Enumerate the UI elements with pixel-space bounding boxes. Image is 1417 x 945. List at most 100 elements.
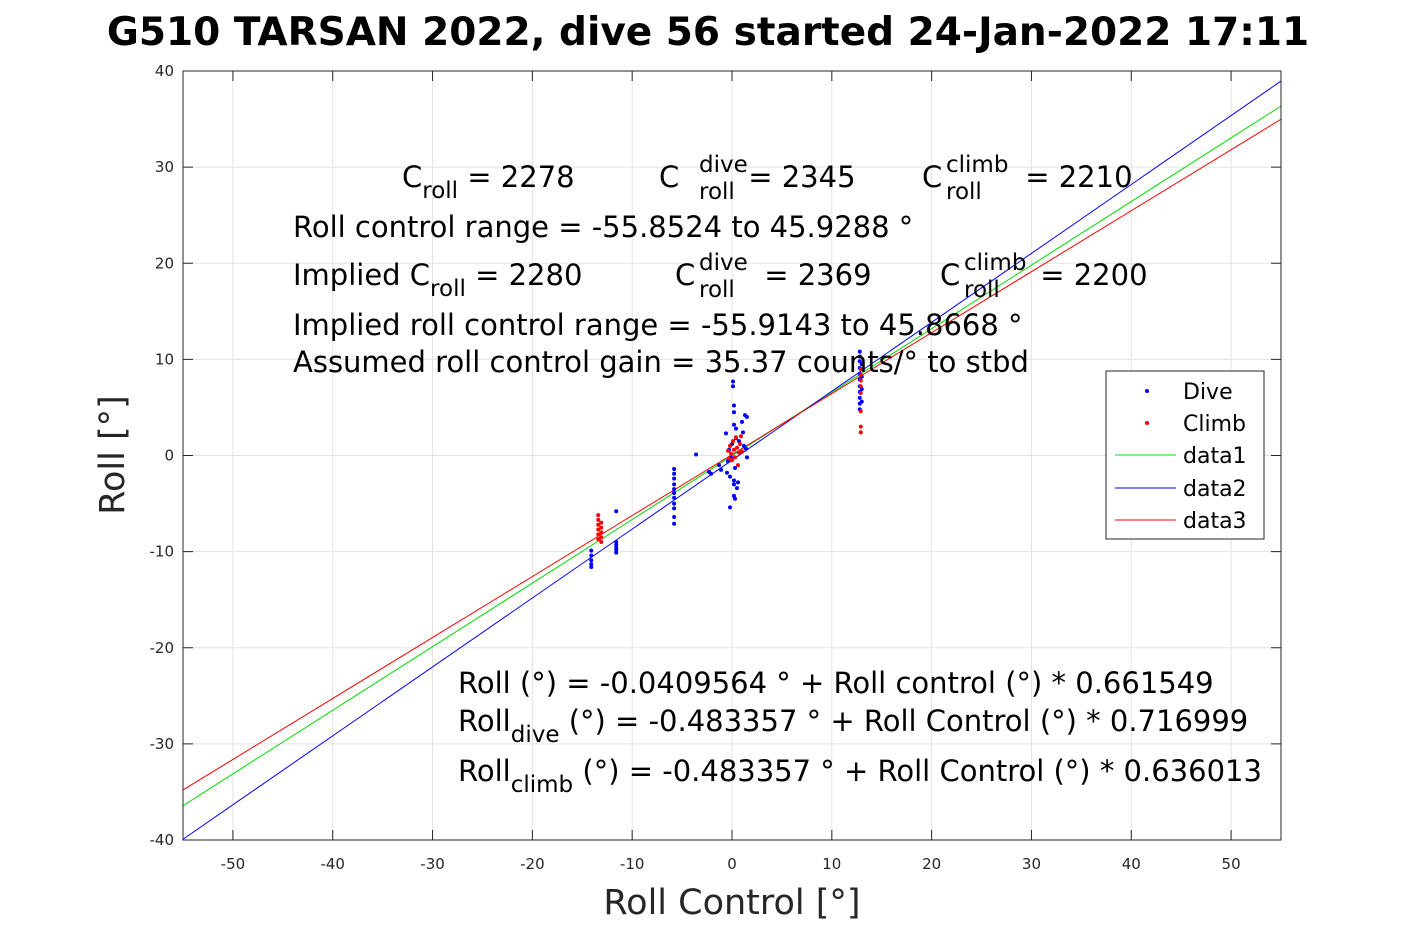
climb-point: [735, 463, 740, 468]
dive-point: [694, 452, 699, 457]
y-tick-label: -40: [150, 831, 175, 849]
dive-point: [728, 474, 733, 479]
dive-point: [731, 422, 736, 427]
y-tick-label: -20: [150, 639, 175, 657]
dive-point: [672, 515, 677, 520]
dive-point: [719, 467, 724, 472]
annotation-fit-dive: Rolldive (°) = -0.483357 ° + Roll Contro…: [458, 704, 1248, 748]
dive-point: [730, 384, 735, 389]
dive-point: [724, 431, 729, 436]
dive-point: [614, 542, 619, 547]
annotation-implied-c-roll: Implied Croll = 2280: [293, 258, 582, 302]
climb-point: [733, 435, 738, 440]
climb-point: [727, 456, 732, 461]
plot-frame: [182, 70, 1282, 841]
legend-label-data2: data2: [1183, 477, 1247, 502]
dive-point: [857, 359, 862, 364]
dive-point: [672, 466, 677, 471]
climb-point: [858, 366, 863, 371]
dive-point: [672, 482, 677, 487]
x-tick-label: 40: [1122, 855, 1141, 873]
legend-marker-climb: [1145, 421, 1149, 425]
dive-point: [672, 521, 677, 526]
dive-point: [857, 354, 862, 359]
dive-point: [672, 506, 677, 511]
x-tick-label: 10: [822, 855, 841, 873]
chart-title: G510 TARSAN 2022, dive 56 started 24-Jan…: [107, 10, 1309, 55]
climb-point: [596, 517, 601, 522]
x-axis-label: Roll Control [°]: [603, 883, 860, 923]
dive-point: [728, 505, 733, 510]
dive-point: [859, 362, 864, 367]
climb-point: [730, 439, 735, 444]
dive-point: [589, 562, 594, 567]
y-tick-label: -30: [150, 735, 175, 753]
climb-point: [599, 520, 604, 525]
y-axis-label: Roll [°]: [93, 395, 133, 515]
x-tick-label: 0: [727, 855, 737, 873]
dive-point: [717, 463, 722, 468]
climb-point: [858, 372, 863, 377]
dive-point: [672, 487, 677, 492]
dive-point: [732, 465, 737, 470]
climb-point: [737, 441, 742, 446]
climb-point: [728, 443, 733, 448]
climb-point: [858, 384, 863, 389]
climb-point: [858, 424, 863, 429]
dive-point: [709, 471, 714, 476]
climb-point: [599, 540, 604, 545]
y-tick-label: -10: [150, 543, 175, 561]
dive-point: [731, 478, 736, 483]
dive-point: [614, 540, 619, 545]
climb-point: [729, 451, 734, 456]
dive-point: [589, 548, 594, 553]
legend-label-dive: Dive: [1183, 380, 1233, 405]
dive-point: [589, 558, 594, 563]
y-tick-label: 40: [155, 62, 174, 80]
dive-point: [743, 446, 748, 451]
dive-point: [730, 379, 735, 384]
dive-point: [740, 430, 745, 435]
dive-point: [859, 399, 864, 404]
annotation-c-roll: Croll = 2278: [402, 160, 575, 204]
y-tick-label: 0: [164, 447, 174, 465]
climb-point: [596, 537, 601, 542]
climb-point: [596, 527, 601, 532]
dive-point: [672, 471, 677, 476]
climb-point: [858, 378, 863, 383]
dive-point: [744, 455, 749, 460]
dive-point: [857, 395, 862, 400]
climb-point: [731, 447, 736, 452]
y-tick-label: 20: [155, 254, 174, 272]
annotation-gain: Assumed roll control gain = 35.37 counts…: [293, 345, 1029, 379]
dive-point: [733, 426, 738, 431]
dive-point: [857, 349, 862, 354]
climb-point: [858, 430, 863, 435]
annotation-implied-range: Implied roll control range = -55.9143 to…: [293, 308, 1023, 342]
climb-point: [599, 525, 604, 530]
dive-point: [672, 490, 677, 495]
climb-point: [858, 391, 863, 396]
annotation-fit-all: Roll (°) = -0.0409564 ° + Roll control (…: [458, 666, 1214, 700]
dive-point: [614, 550, 619, 555]
legend-label-data1: data1: [1183, 444, 1247, 469]
x-tick-label: -10: [620, 855, 645, 873]
dive-point: [589, 553, 594, 558]
x-tick-label: 50: [1222, 855, 1241, 873]
dive-point: [672, 501, 677, 506]
dive-point: [739, 419, 744, 424]
x-tick-label: -50: [221, 855, 246, 873]
x-tick-labels: -50 -40 -30 -20 -10 0 10 20 30 40 50: [221, 855, 1241, 873]
dive-point: [614, 509, 619, 514]
climb-point: [599, 530, 604, 535]
dive-point: [734, 486, 739, 491]
climb-point: [734, 445, 739, 450]
x-tick-label: 20: [922, 855, 941, 873]
y-tick-label: 30: [155, 158, 174, 176]
dive-point: [672, 495, 677, 500]
climb-point: [726, 448, 731, 453]
